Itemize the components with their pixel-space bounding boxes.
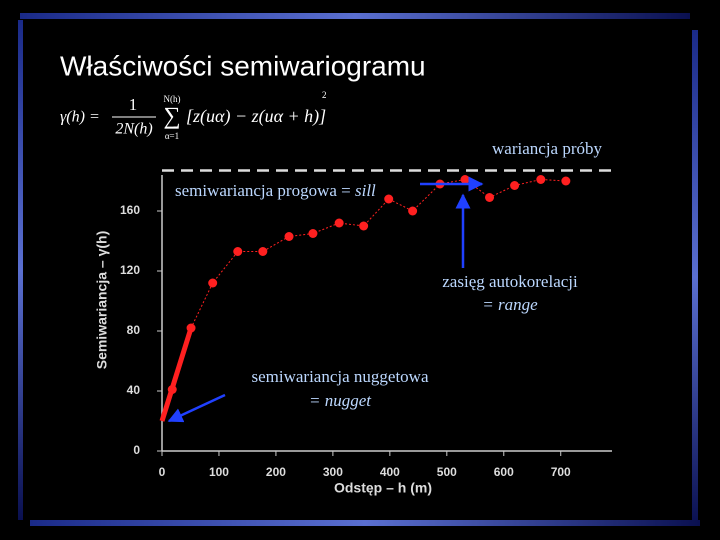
annotation: semiwariancja progowa = sill xyxy=(175,181,376,200)
data-point xyxy=(233,247,243,256)
x-axis-label: Odstęp – h (m) xyxy=(334,480,432,496)
x-tick-label: 0 xyxy=(159,465,166,479)
data-point xyxy=(359,221,369,231)
data-point xyxy=(561,176,571,186)
formula-sum: ∑ xyxy=(163,104,180,130)
formula-lhs: γ(h) = xyxy=(60,109,100,126)
data-point xyxy=(334,218,344,228)
decor-bar xyxy=(30,520,700,526)
x-tick-label: 200 xyxy=(266,465,286,479)
data-point xyxy=(284,232,294,241)
formula-num: 1 xyxy=(129,95,138,114)
annotation: semiwariancja nuggetowa xyxy=(251,367,428,386)
data-point xyxy=(384,194,394,204)
x-tick-label: 100 xyxy=(209,465,229,479)
slide-title: Właściwości semiwariogramu xyxy=(60,50,426,81)
data-point xyxy=(167,385,177,394)
y-tick-label: 40 xyxy=(127,383,141,397)
data-point xyxy=(258,247,268,256)
decor-bar xyxy=(20,13,690,19)
data-point xyxy=(208,278,218,288)
plot: 0 40 80 120 160 0 100 200 300 400 500 600 700 Odstęp … xyxy=(94,169,612,496)
annotation: wariancja próby xyxy=(492,139,602,158)
arrow xyxy=(167,393,226,423)
y-tick-label: 120 xyxy=(120,263,140,277)
annotation: = range xyxy=(482,295,538,314)
formula-sum-top: N(h) xyxy=(164,94,181,104)
x-tick-label: 700 xyxy=(551,465,571,479)
annotation-text: semiwariancja progowa = xyxy=(175,181,355,200)
x-tick-label: 400 xyxy=(380,465,400,479)
data-point xyxy=(485,193,495,202)
annotation: zasięg autokorelacji xyxy=(442,272,578,291)
y-tick-label: 0 xyxy=(133,443,140,457)
formula-power: 2 xyxy=(322,90,327,100)
formula: γ(h) = 1 2N(h) N(h) ∑ α=1 [z(uα) − z(uα … xyxy=(60,90,327,141)
data-point xyxy=(408,206,418,216)
data-point xyxy=(510,181,520,190)
y-axis-label: Semiwariancja – γ(h) xyxy=(94,231,110,370)
data-point xyxy=(536,175,546,184)
nugget-line xyxy=(159,327,194,422)
decor-bar xyxy=(692,30,698,525)
formula-den: 2N(h) xyxy=(115,121,152,138)
series-line xyxy=(171,178,566,390)
x-tick-label: 600 xyxy=(494,465,514,479)
data-point xyxy=(308,229,318,238)
x-tick-label: 500 xyxy=(437,465,457,479)
formula-sum-bottom: α=1 xyxy=(165,131,179,141)
decor-bar xyxy=(18,20,23,520)
data-point xyxy=(186,323,196,333)
annotation: = nugget xyxy=(309,391,372,410)
y-tick-label: 80 xyxy=(127,323,141,337)
x-tick-label: 300 xyxy=(323,465,343,479)
annotation-emph: sill xyxy=(355,181,376,200)
y-tick-label: 160 xyxy=(120,203,140,217)
formula-body: [z(uα) − z(uα + h)] xyxy=(186,106,326,127)
data-point xyxy=(460,175,470,184)
